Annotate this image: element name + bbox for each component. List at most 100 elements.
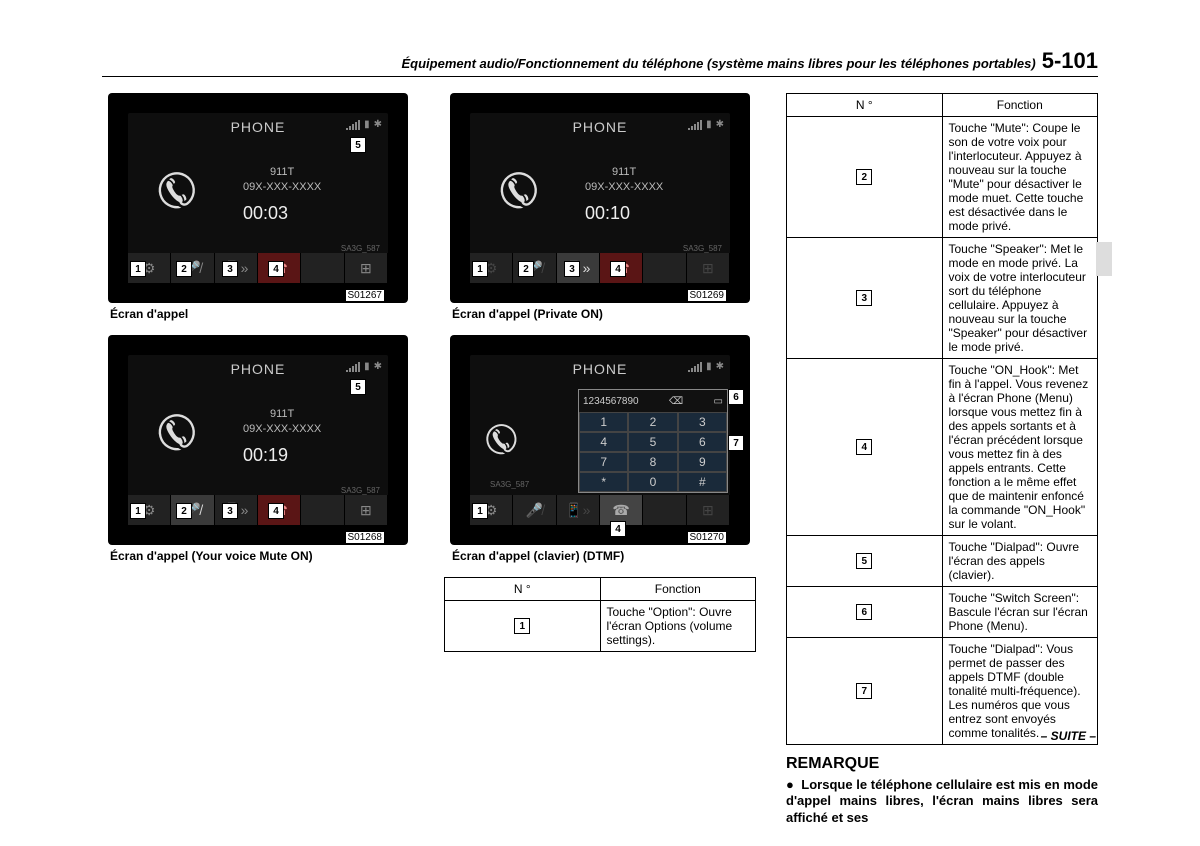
callout-3: 3 (222, 503, 238, 519)
key-star[interactable]: * (579, 472, 628, 492)
dialpad-button-dim: ⊞ (687, 495, 730, 525)
row-num: 5 (856, 553, 872, 569)
device-name: SA3G_587 (490, 480, 529, 489)
row-num: 3 (856, 290, 872, 306)
bluetooth-icon: ✱ (716, 119, 724, 130)
status-bar: ▮ ✱ (346, 119, 382, 130)
key-hash[interactable]: # (678, 472, 727, 492)
table-row: 4 Touche "ON_Hook": Met fin à l'appel. V… (787, 359, 1098, 536)
spacer (643, 495, 686, 525)
battery-icon: ▮ (364, 119, 370, 130)
battery-icon: ▮ (364, 361, 370, 372)
caller-number: 09X-XXX-XXXX (243, 422, 321, 437)
callout-1: 1 (130, 261, 146, 277)
key-2[interactable]: 2 (628, 412, 677, 432)
caller-name: 911T (585, 165, 663, 180)
row-text: Touche "Dialpad": Ouvre l'écran des appe… (942, 536, 1098, 587)
device-name: SA3G_587 (341, 244, 380, 253)
content-columns: PHONE ▮ ✱ ✆ 911T 09X-XXX-XXXX 00:03 SA3G… (102, 93, 1098, 826)
key-8[interactable]: 8 (628, 452, 677, 472)
caption-s3: Écran d'appel (Private ON) (444, 307, 756, 321)
image-id: S01267 (346, 290, 384, 301)
column-3: N ° Fonction 2 Touche "Mute": Coupe le s… (786, 93, 1098, 826)
caller-number: 09X-XXX-XXXX (585, 180, 663, 195)
callout-6: 6 (728, 389, 744, 405)
callout-3: 3 (222, 261, 238, 277)
row-text: Touche "Mute": Coupe le son de votre voi… (942, 117, 1098, 238)
toolbar: ⚙ 🎤̸ 📱» ☎ ⊞ (128, 495, 388, 525)
row-num: 7 (856, 683, 872, 699)
bluetooth-icon: ✱ (374, 119, 382, 130)
backspace-icon[interactable]: ⌫ (669, 396, 683, 407)
dialpad-button[interactable]: ⊞ (345, 253, 388, 283)
image-id: S01269 (688, 290, 726, 301)
spacer (643, 253, 686, 283)
caller-info: 911T 09X-XXX-XXXX (585, 165, 663, 196)
status-bar: ▮ ✱ (688, 119, 724, 130)
caller-info: 911T 09X-XXX-XXXX (243, 165, 321, 196)
callout-2: 2 (176, 261, 192, 277)
manual-page: Équipement audio/Fonctionnement du télép… (0, 0, 1200, 846)
row-num: 6 (856, 604, 872, 620)
key-1[interactable]: 1 (579, 412, 628, 432)
th-num: N ° (445, 578, 601, 601)
key-0[interactable]: 0 (628, 472, 677, 492)
callout-7: 7 (728, 435, 744, 451)
chapter-title: Équipement audio/Fonctionnement du télép… (402, 56, 1036, 71)
remarque-text: ● Lorsque le téléphone cellulaire est mi… (786, 777, 1098, 826)
function-table-main: N ° Fonction 2 Touche "Mute": Coupe le s… (786, 93, 1098, 745)
image-id: S01270 (688, 532, 726, 543)
callout-1: 1 (472, 261, 488, 277)
caller-name: 911T (243, 165, 321, 180)
dialpad-button[interactable]: ⊞ (345, 495, 388, 525)
switch-screen-icon[interactable]: ▭ (714, 396, 723, 407)
status-bar: ▮ ✱ (346, 361, 382, 372)
table-row: 1 Touche "Option": Ouvre l'écran Options… (445, 601, 756, 652)
table-row: 5 Touche "Dialpad": Ouvre l'écran des ap… (787, 536, 1098, 587)
page-header: Équipement audio/Fonctionnement du télép… (102, 48, 1098, 77)
callout-3: 3 (564, 261, 580, 277)
toolbar: ⚙ 🎤̸ 📱» ☎ ⊞ (470, 253, 730, 283)
caller-number: 09X-XXX-XXXX (243, 180, 321, 195)
screenshot-s01270: PHONE ▮ ✱ ✆ SA3G_587 1234567890 ⌫ ▭ (444, 335, 756, 545)
table-row: 3 Touche "Speaker": Met le mode en mode … (787, 238, 1098, 359)
column-1: PHONE ▮ ✱ ✆ 911T 09X-XXX-XXXX 00:03 SA3G… (102, 93, 414, 826)
page-number: 5-101 (1042, 48, 1098, 74)
device-name: SA3G_587 (341, 486, 380, 495)
screenshot-s01267: PHONE ▮ ✱ ✆ 911T 09X-XXX-XXXX 00:03 SA3G… (102, 93, 414, 303)
caller-name: 911T (243, 407, 321, 422)
screenshot-s01269: PHONE ▮ ✱ ✆ 911T 09X-XXX-XXXX 00:10 SA3G… (444, 93, 756, 303)
status-bar: ▮ ✱ (688, 361, 724, 372)
key-9[interactable]: 9 (678, 452, 727, 472)
function-table-small: N ° Fonction 1 Touche "Option": Ouvre l'… (444, 577, 756, 652)
key-7[interactable]: 7 (579, 452, 628, 472)
page-edge-tab (1096, 242, 1112, 276)
table-row: 2 Touche "Mute": Coupe le son de votre v… (787, 117, 1098, 238)
row-text: Touche "Switch Screen": Bascule l'écran … (942, 587, 1098, 638)
dtmf-dialpad: 1234567890 ⌫ ▭ 1 2 3 4 5 6 7 8 (578, 389, 728, 493)
key-3[interactable]: 3 (678, 412, 727, 432)
spacer (301, 495, 344, 525)
bullet-icon: ● (786, 777, 801, 792)
bluetooth-icon: ✱ (374, 361, 382, 372)
key-4[interactable]: 4 (579, 432, 628, 452)
battery-icon: ▮ (706, 361, 712, 372)
remarque-body: Lorsque le téléphone cellulaire est mis … (786, 777, 1098, 825)
caption-s1: Écran d'appel (102, 307, 414, 321)
image-id: S01268 (346, 532, 384, 543)
caller-info: 911T 09X-XXX-XXXX (243, 407, 321, 438)
callout-2: 2 (176, 503, 192, 519)
callout-1: 1 (472, 503, 488, 519)
call-duration: 00:03 (243, 203, 288, 224)
callout-5: 5 (350, 379, 366, 395)
row-text: Touche "Speaker": Met le mode en mode pr… (942, 238, 1098, 359)
mute-button-dim: 🎤̸ (513, 495, 556, 525)
callout-2: 2 (518, 261, 534, 277)
row-text: Touche "ON_Hook": Met fin à l'appel. Vou… (942, 359, 1098, 536)
key-5[interactable]: 5 (628, 432, 677, 452)
spacer (301, 253, 344, 283)
table-row: 6 Touche "Switch Screen": Bascule l'écra… (787, 587, 1098, 638)
key-6[interactable]: 6 (678, 432, 727, 452)
caption-s2: Écran d'appel (Your voice Mute ON) (102, 549, 414, 563)
callout-4: 4 (610, 261, 626, 277)
